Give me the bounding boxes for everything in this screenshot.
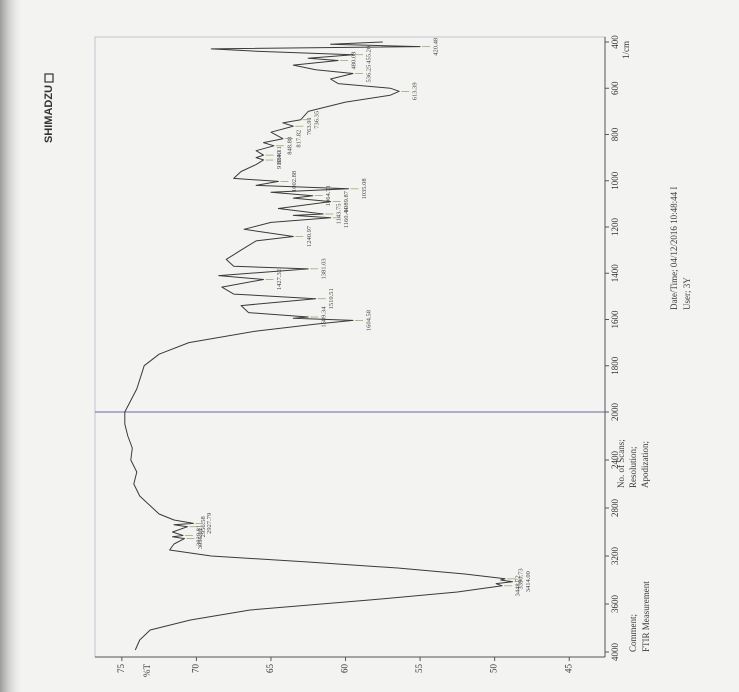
x-tick-label: 2000 <box>610 403 620 422</box>
x-tick-label: 1800 <box>610 356 620 375</box>
brand-icon <box>44 73 54 83</box>
y-tick-label: 70 <box>190 664 200 674</box>
peak-label: 1143.75 <box>336 204 343 225</box>
x-tick-label: 3200 <box>610 547 620 566</box>
apodization-label: Apodization; <box>640 441 650 488</box>
y-tick-label: 45 <box>563 664 573 674</box>
x-tick-label: 1200 <box>610 218 620 237</box>
x-tick-label: 4000 <box>610 643 620 662</box>
peak-label: 455.20 <box>365 46 372 64</box>
brand: SHIMADZU <box>43 85 55 143</box>
comment-label: Comment; <box>628 614 638 652</box>
x-tick-label: 1000 <box>610 171 620 190</box>
peak-label: 1604.58 <box>365 310 372 331</box>
peak-label: 613.39 <box>412 82 419 100</box>
x-tick-label: 2800 <box>610 499 620 518</box>
y-tick-label: 60 <box>340 664 350 674</box>
resolution-label: Resolution; <box>628 446 638 488</box>
scan-edge <box>0 0 24 692</box>
peak-label: 1381.03 <box>321 258 328 279</box>
y-tick-label: 50 <box>489 664 499 674</box>
peak-label: 2956.58 <box>200 516 207 537</box>
x-tick-label: 800 <box>610 127 620 141</box>
peak-label: 1427.32 <box>276 269 283 290</box>
y-tick-label: 65 <box>265 664 275 674</box>
peak-label: 1240.97 <box>306 225 313 247</box>
scans-label: No. of Scans; <box>616 439 626 488</box>
x-tick-label: 600 <box>610 81 620 95</box>
peak-label: 1064.71 <box>325 185 332 206</box>
x-tick-label: 1600 <box>610 310 620 329</box>
peak-label: 848.88 <box>286 137 293 155</box>
peak-label: 1589.34 <box>321 306 328 328</box>
peak-label: 420.48 <box>433 38 440 56</box>
peak-label: 3448.72 <box>515 575 522 596</box>
comment: FTIR Measurement <box>641 581 651 652</box>
peak-label: 1510.51 <box>328 288 335 309</box>
peak-label: 3390.73 <box>518 568 525 589</box>
peak-label: 536.25 <box>365 65 372 83</box>
y-tick-label: 75 <box>116 664 126 674</box>
peak-label: 1035.08 <box>361 178 368 199</box>
datetime: Date/Time; 04/12/2016 10:48:44 I <box>669 187 679 310</box>
x-tick-label: 1400 <box>610 264 620 283</box>
peak-label: 1089.87 <box>343 190 350 212</box>
peak-label: 1002.88 <box>291 171 298 192</box>
peak-label: 817.82 <box>295 130 302 148</box>
peak-label: 3414.00 <box>525 571 532 592</box>
y-axis-label: %T <box>142 664 152 677</box>
peak-label: 889.11 <box>276 146 283 164</box>
peak-label: 736.35 <box>313 111 320 129</box>
user: User; 3Y <box>682 277 692 310</box>
peak-label: 3028.81 <box>195 525 202 546</box>
peak-label: 763.91 <box>306 117 313 135</box>
x-tick-label: 3600 <box>610 595 620 614</box>
peak-label: 1160.44 <box>343 207 350 229</box>
rotated-frame: SHIMADZU Comment; FTIR Measurement No. o… <box>43 35 692 677</box>
x-unit-label: 1/cm <box>621 41 631 59</box>
peak-label: 2927.79 <box>206 513 213 534</box>
peak-label: 480.08 <box>351 52 358 70</box>
x-tick-label: 400 <box>610 35 620 49</box>
y-tick-label: 55 <box>414 664 424 674</box>
peak-label: 910.40 <box>276 151 283 169</box>
peak-label: 3055.01 <box>197 528 204 549</box>
spectrum-line <box>124 41 513 651</box>
x-tick-label: 2400 <box>610 451 620 470</box>
